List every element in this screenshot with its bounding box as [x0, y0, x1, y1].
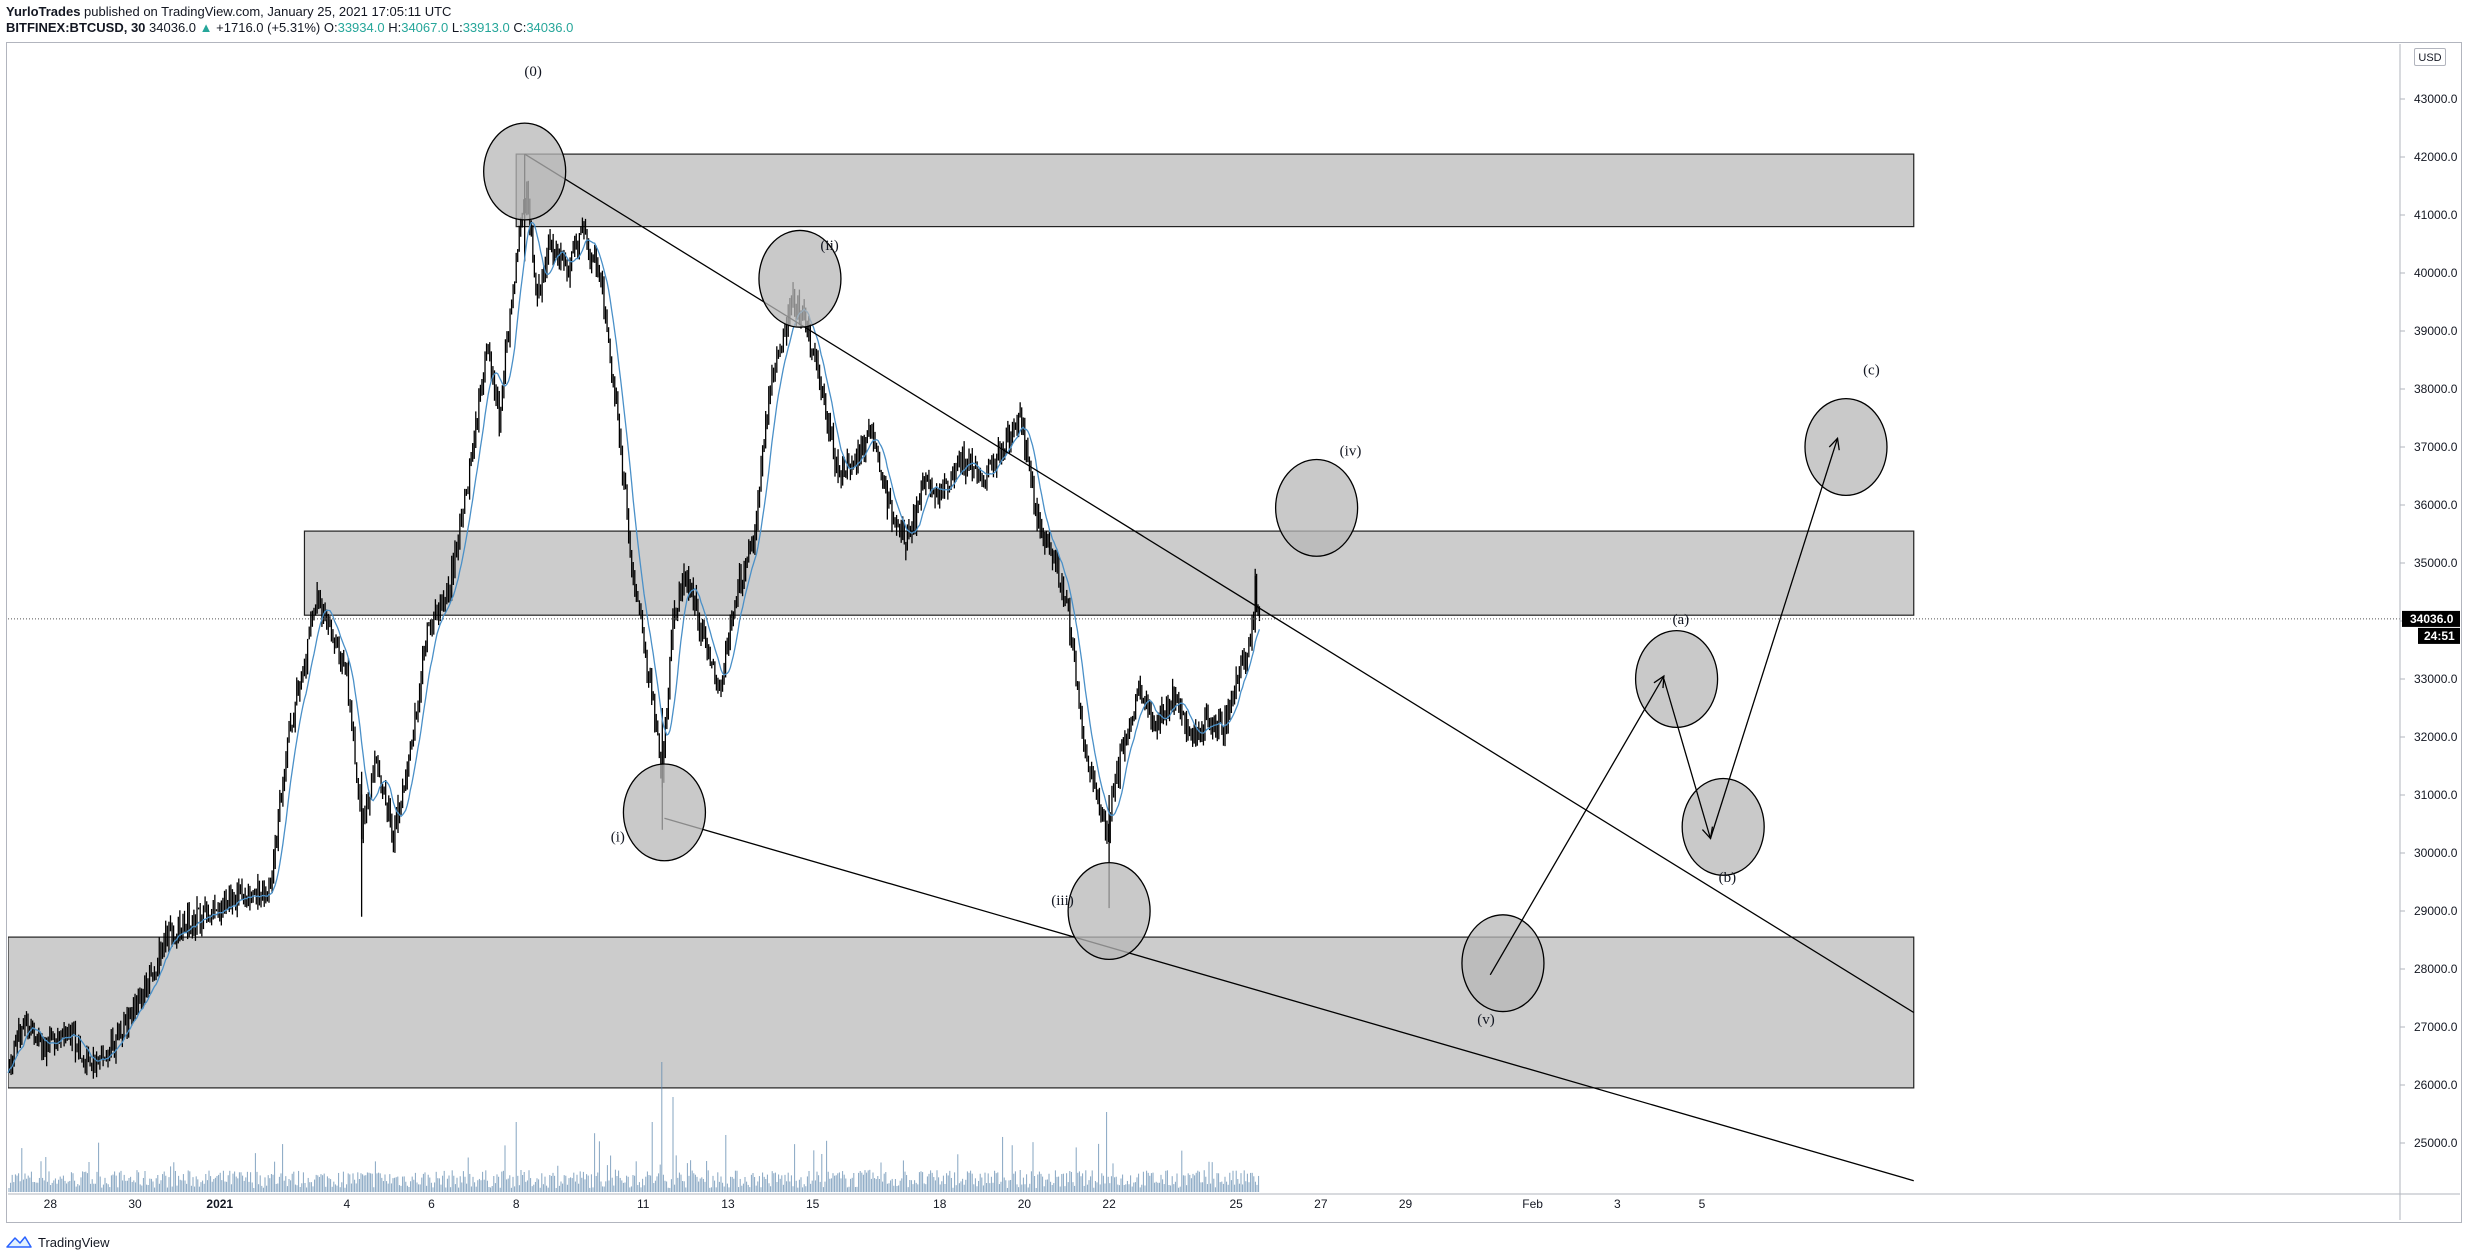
date-tick-label: 5 — [1699, 1197, 1706, 1211]
price-chart[interactable]: (0) (ii) (i) (iii) (iv) (v) (a) (b) (c) 25000.0 26… — [0, 0, 2468, 1230]
projection-arrow-1[interactable] — [1489, 675, 1665, 976]
date-tick-label: 22 — [1102, 1197, 1116, 1211]
last-price-tag-label: 34036.0 — [2410, 612, 2454, 626]
resistance-support-zone-2[interactable] — [303, 530, 1915, 616]
date-tick-label: 28 — [44, 1197, 58, 1211]
wave-label-1: (0) — [524, 64, 542, 80]
price-tick-label: 39000.0 — [2414, 324, 2458, 338]
wave-circle-3[interactable] — [622, 763, 707, 862]
chart-header-line-2: BITFINEX:BTCUSD, 30 34036.0 ▲ +1716.0 (+… — [6, 20, 573, 36]
price-tick-label: 25000.0 — [2414, 1136, 2458, 1150]
wave-label-8: (b) — [1719, 870, 1737, 886]
wave-label-6: (v) — [1477, 1012, 1495, 1028]
price-tick-label: 27000.0 — [2414, 1020, 2458, 1034]
wave-label-2: (ii) — [820, 238, 838, 254]
date-tick-label: Feb — [1522, 1197, 1543, 1211]
price-tick-label: 38000.0 — [2414, 382, 2458, 396]
wave-circle-4[interactable] — [1067, 861, 1151, 961]
published-text: published on TradingView.com, January 25… — [84, 4, 452, 19]
open-value: 33934.0 — [337, 20, 385, 35]
projection-arrow-2[interactable] — [1663, 678, 1712, 839]
tradingview-logo-icon — [6, 1236, 32, 1248]
price-tick-label: 40000.0 — [2414, 266, 2458, 280]
date-tick-label: 18 — [933, 1197, 947, 1211]
tradingview-brand[interactable]: TradingView — [6, 1232, 110, 1252]
up-arrow-icon: ▲ — [199, 20, 213, 35]
author-name[interactable]: YurloTrades — [6, 4, 81, 19]
price-tick-label: 33000.0 — [2414, 672, 2458, 686]
wave-circle-5[interactable] — [1274, 458, 1359, 557]
last-price: 34036.0 — [149, 20, 197, 35]
wave-label-4: (iii) — [1051, 893, 1074, 909]
low-label: L: — [451, 20, 463, 35]
price-tick-label: 43000.0 — [2414, 92, 2458, 106]
wave-circle-9[interactable] — [1804, 397, 1888, 497]
date-tick-label: 3 — [1614, 1197, 1621, 1211]
open-label: O: — [323, 20, 338, 35]
date-tick-label: 20 — [1018, 1197, 1032, 1211]
countdown-tag — [2418, 627, 2460, 644]
trend-line-2[interactable] — [664, 817, 1914, 1182]
price-tick-label: 42000.0 — [2414, 150, 2458, 164]
chart-frame[interactable] — [6, 42, 2462, 1223]
wave-circle-7[interactable] — [1634, 629, 1719, 729]
symbol-label[interactable]: BITFINEX:BTCUSD, 30 — [6, 20, 146, 35]
price-tick-label: 36000.0 — [2414, 498, 2458, 512]
price-tick-label: 29000.0 — [2414, 904, 2458, 918]
date-tick-label: 2021 — [206, 1197, 233, 1211]
date-tick-label: 6 — [428, 1197, 435, 1211]
high-label: H: — [388, 20, 402, 35]
date-tick-label: 13 — [721, 1197, 735, 1211]
wave-label-3: (i) — [611, 829, 625, 845]
date-tick-label: 11 — [637, 1197, 650, 1211]
currency-label[interactable]: USD — [2414, 48, 2446, 66]
price-tick-label: 26000.0 — [2414, 1078, 2458, 1092]
wave-label-5: (iv) — [1340, 444, 1362, 460]
price-tick-label: 28000.0 — [2414, 962, 2458, 976]
close-value: 34036.0 — [526, 20, 574, 35]
date-tick-label: 30 — [128, 1197, 142, 1211]
price-tick-label: 32000.0 — [2414, 730, 2458, 744]
close-label: C: — [513, 20, 527, 35]
date-tick-label: 27 — [1314, 1197, 1328, 1211]
trend-line-1[interactable] — [524, 153, 1915, 1014]
brand-text: TradingView — [38, 1234, 110, 1250]
resistance-support-zone-3[interactable] — [8, 936, 1915, 1089]
wave-label-7: (a) — [1672, 612, 1689, 628]
moving-average-line — [7, 221, 1261, 1074]
price-tick-label: 30000.0 — [2414, 846, 2458, 860]
price-tick-label: 37000.0 — [2414, 440, 2458, 454]
date-tick-label: 8 — [513, 1197, 520, 1211]
wave-circle-6[interactable] — [1461, 914, 1545, 1013]
date-tick-label: 15 — [806, 1197, 820, 1211]
last-price-tag — [2402, 610, 2460, 627]
arrow-head-icon — [1828, 436, 1840, 451]
wave-label-9: (c) — [1863, 363, 1880, 379]
date-tick-label: 25 — [1229, 1197, 1243, 1211]
price-tick-label: 41000.0 — [2414, 208, 2458, 222]
projection-arrow-3[interactable] — [1709, 438, 1839, 839]
chart-header-line-1: YurloTrades published on TradingView.com… — [6, 4, 451, 20]
price-change: +1716.0 (+5.31%) — [216, 20, 321, 35]
wave-circle-8[interactable] — [1681, 777, 1765, 876]
resistance-support-zone-1[interactable] — [515, 153, 1915, 228]
date-tick-label: 29 — [1399, 1197, 1413, 1211]
wave-circle-2[interactable] — [758, 229, 842, 328]
price-tick-label: 31000.0 — [2414, 788, 2458, 802]
high-value: 34067.0 — [401, 20, 449, 35]
price-tick-label: 35000.0 — [2414, 556, 2458, 570]
countdown-tag-label: 24:51 — [2424, 629, 2455, 643]
low-value: 33913.0 — [462, 20, 510, 35]
wave-circle-1[interactable] — [483, 122, 567, 221]
date-tick-label: 4 — [343, 1197, 350, 1211]
arrow-head-icon — [1653, 674, 1665, 689]
